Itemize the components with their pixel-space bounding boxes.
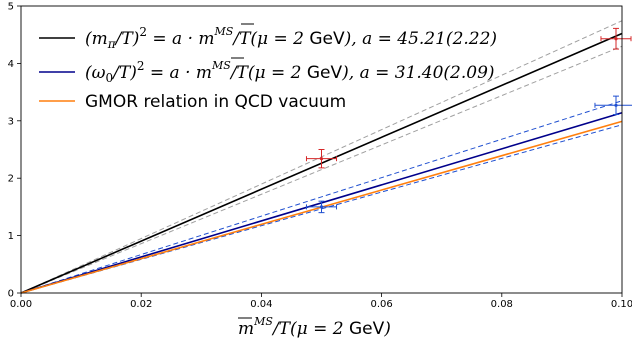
legend-omega-mid: /T): [111, 63, 137, 83]
data-point: [319, 157, 324, 161]
x-tick-label: 0.02: [130, 299, 152, 310]
band-line-series-1: [20, 100, 623, 294]
y-tick-label: 2: [8, 174, 14, 185]
xlabel-m: m: [238, 319, 254, 339]
y-tick-label: 3: [8, 116, 14, 127]
plot-frame: [20, 5, 623, 294]
x-tick-label: 0.10: [611, 299, 632, 310]
xlabel-unit: GeV: [349, 319, 385, 339]
y-tick-label: 5: [8, 2, 14, 13]
y-tick-label: 0: [8, 289, 14, 300]
x-tick-label: 0.06: [370, 299, 392, 310]
y-axis-ticks: 0 1 2 3 4 5: [8, 2, 21, 300]
x-tick-label: 0.04: [250, 299, 272, 310]
legend-mpi-sup2: 2: [139, 25, 147, 39]
data-point: [319, 205, 324, 209]
legend-label-mpi: (mπ/T)2 = a · mMS/T(μ = 2 GeV), a = 45.2…: [85, 25, 497, 51]
legend-omega-tail: ), a = 31.40(2.09): [341, 63, 494, 83]
legend-mpi-sub: π: [107, 37, 117, 51]
data-points: [305, 27, 632, 214]
legend: (mπ/T)2 = a · mMS/T(μ = 2 GeV), a = 45.2…: [39, 23, 497, 112]
x-tick-label: 0.08: [491, 299, 513, 310]
data-point: [614, 37, 618, 41]
legend-mpi-mid: /T): [114, 29, 140, 49]
x-axis-label: mMS/T(μ = 2 GeV): [238, 315, 391, 339]
legend-omega-unit: GeV: [307, 63, 343, 83]
legend-omega-post: /T(μ = 2: [229, 63, 307, 83]
legend-mpi-post: /T(μ = 2: [231, 29, 309, 49]
y-tick-label: 4: [8, 59, 14, 70]
xlabel-rest: /T(μ = 2: [271, 319, 349, 339]
legend-omega-pre: (ω: [85, 63, 106, 83]
legend-mpi-unit: GeV: [309, 29, 345, 49]
legend-omega-supms: MS: [211, 59, 231, 72]
legend-mpi-pre: (m: [85, 29, 108, 49]
x-tick-label: 0.00: [10, 299, 32, 310]
band-line-series-0: [20, 45, 623, 294]
legend-omega-sup2: 2: [137, 59, 145, 73]
y-tick-label: 1: [8, 231, 14, 242]
legend-mpi-supms: MS: [214, 25, 234, 38]
legend-omega-eq: = a · m: [144, 63, 212, 83]
legend-label-omega: (ω0/T)2 = a · mMS/T(μ = 2 GeV), a = 31.4…: [85, 59, 495, 85]
legend-mpi-tail: ), a = 45.21(2.22): [344, 29, 497, 49]
data-point: [614, 103, 618, 107]
legend-label-gmor: GMOR relation in QCD vacuum: [85, 92, 346, 112]
xlabel-sup: MS: [253, 315, 273, 328]
legend-omega-sub: 0: [106, 71, 114, 85]
x-axis-ticks: 0.00 0.02 0.04 0.06 0.08 0.10: [10, 293, 632, 310]
legend-mpi-eq: = a · m: [147, 29, 215, 49]
xlabel-close: ): [383, 319, 391, 339]
